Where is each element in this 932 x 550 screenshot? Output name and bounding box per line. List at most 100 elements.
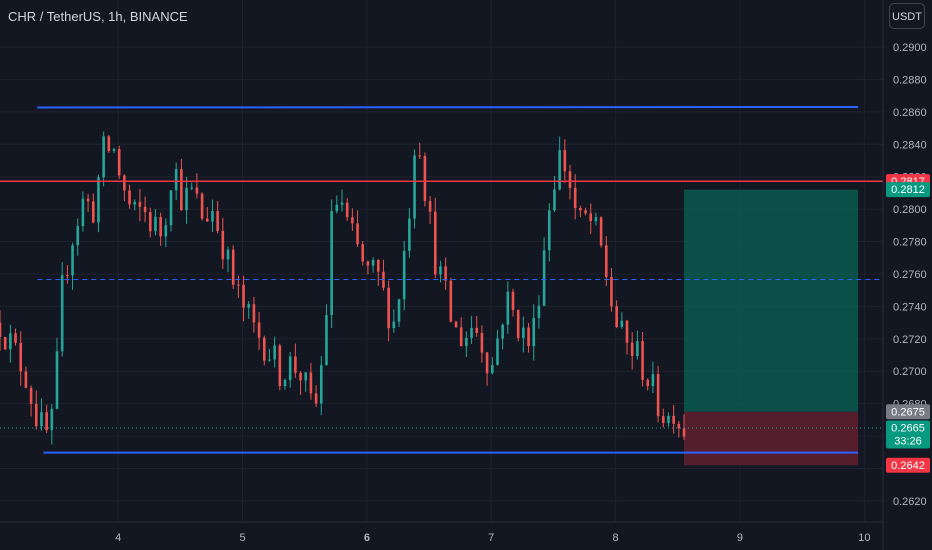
y-tick-label: 0.2760: [893, 269, 927, 281]
candle-body: [29, 387, 33, 404]
candle-body: [288, 356, 292, 381]
candle-body: [273, 345, 276, 360]
candle-body: [397, 299, 401, 322]
candle-body: [661, 416, 665, 424]
candle-body: [262, 337, 266, 361]
candle-body: [340, 202, 344, 205]
candle-body: [563, 150, 567, 172]
candle-body: [3, 336, 7, 350]
candle-body: [625, 320, 629, 343]
y-tick-label: 0.2880: [893, 74, 927, 86]
candle-body: [252, 304, 256, 323]
candle-body: [371, 259, 375, 266]
candle-body: [294, 356, 297, 373]
price-label-box: [886, 182, 930, 198]
candle-body: [19, 342, 23, 372]
candle-body: [428, 201, 432, 212]
candle-body: [537, 305, 541, 318]
price-label-text: 0.2812: [891, 184, 925, 196]
x-tick-label: 6: [364, 532, 370, 544]
candle-body: [630, 342, 634, 356]
candles: [0, 131, 686, 445]
candle-body: [335, 204, 339, 212]
candle-body: [133, 201, 137, 205]
candle-body: [594, 217, 598, 222]
candle-body: [71, 245, 74, 276]
candle-body: [14, 333, 17, 343]
y-tick-label: 0.2620: [893, 496, 927, 508]
target-zone: [684, 189, 859, 412]
candle-body: [527, 327, 530, 347]
candle-body: [454, 321, 458, 328]
candle-body: [226, 249, 230, 260]
candle-body: [159, 216, 162, 237]
candle-body: [304, 372, 308, 381]
candle-body: [599, 217, 603, 246]
drawn-lines[interactable]: [0, 105, 883, 454]
candle-body: [128, 190, 131, 205]
x-tick-label: 5: [239, 532, 245, 544]
candle-body: [278, 345, 282, 387]
candle-body: [174, 169, 178, 191]
y-tick-label: 0.2780: [893, 237, 927, 249]
candle-body: [449, 280, 453, 322]
stop-zone: [684, 411, 859, 466]
candle-body: [522, 327, 525, 339]
candle-body: [299, 372, 302, 381]
x-tick-label: 9: [737, 532, 743, 544]
y-tick-label: 0.2800: [893, 204, 927, 216]
x-tick-label: 4: [115, 532, 121, 544]
candle-body: [532, 317, 536, 347]
candle-body: [579, 207, 582, 211]
candle-body: [45, 412, 48, 431]
candle-body: [459, 327, 463, 347]
candle-body: [216, 211, 219, 231]
candle-body: [480, 332, 484, 353]
candle-body: [205, 218, 209, 222]
candle-body: [677, 423, 681, 429]
candle-body: [268, 359, 271, 361]
candle-body: [366, 261, 370, 266]
candle-body: [392, 321, 396, 329]
position-zones[interactable]: [684, 189, 859, 466]
currency-button[interactable]: USDT: [889, 3, 925, 29]
y-tick-label: 0.2720: [893, 334, 927, 346]
candle-body: [242, 284, 245, 308]
candle-body: [542, 250, 546, 306]
y-tick-label: 0.2900: [893, 42, 927, 54]
candle-body: [102, 136, 105, 178]
candle-body: [247, 304, 251, 308]
candle-body: [60, 275, 64, 352]
candle-body: [553, 189, 556, 211]
candle-body: [154, 216, 157, 232]
candle-body: [34, 403, 38, 427]
candle-body: [444, 266, 447, 281]
candle-body: [351, 217, 354, 224]
candle-body: [376, 259, 380, 272]
x-tick-label: 10: [858, 532, 870, 544]
candle-body: [465, 337, 468, 347]
candle-body: [646, 379, 650, 387]
price-label-box: [886, 457, 930, 473]
candle-body: [636, 341, 639, 356]
candle-body: [433, 211, 437, 275]
countdown-text: 33:26: [894, 435, 922, 447]
candle-body: [195, 187, 199, 194]
candle-body: [138, 201, 142, 207]
candle-body: [0, 322, 2, 337]
candle-body: [667, 415, 670, 424]
candle-body: [319, 365, 323, 404]
candle-body: [610, 277, 613, 307]
candle-body: [117, 149, 121, 176]
y-tick-label: 0.2860: [893, 107, 927, 119]
time-axis[interactable]: 4 5 6 7 8 9 10: [115, 532, 870, 544]
candle-body: [516, 310, 520, 339]
candle-body: [314, 393, 318, 404]
candle-body: [402, 250, 406, 300]
candle-body: [185, 187, 188, 211]
candle-body: [656, 374, 660, 417]
candle-body: [496, 338, 499, 365]
candle-body: [40, 412, 43, 427]
candle-body: [485, 352, 489, 374]
